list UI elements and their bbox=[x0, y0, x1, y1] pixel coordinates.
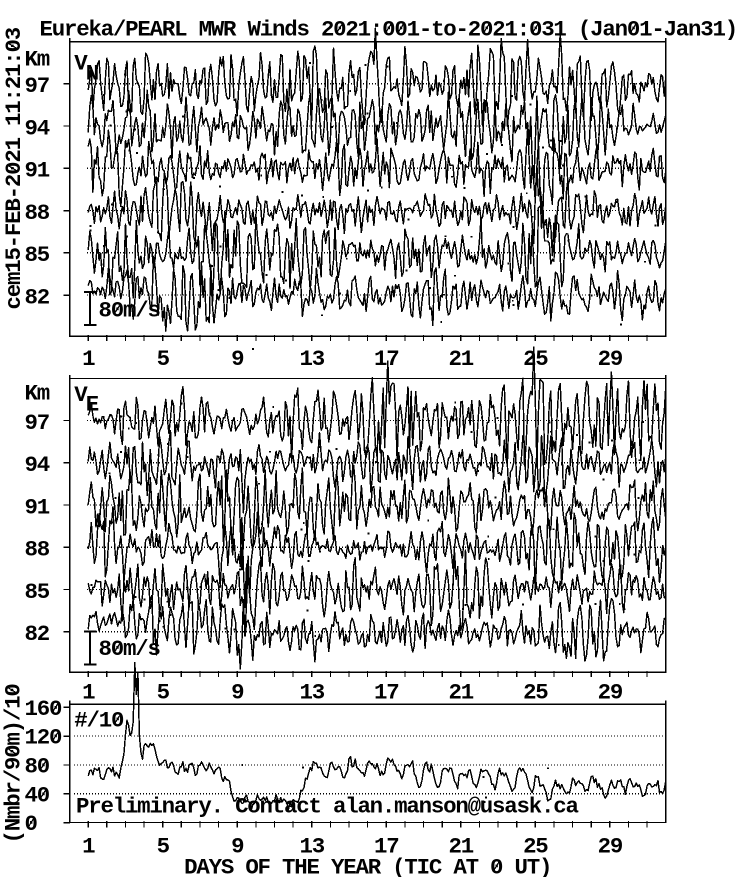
svg-text:N: N bbox=[86, 61, 98, 87]
svg-text:21: 21 bbox=[449, 833, 474, 859]
svg-text:91: 91 bbox=[25, 158, 50, 184]
svg-text:25: 25 bbox=[523, 680, 548, 706]
svg-text:E: E bbox=[86, 392, 99, 418]
svg-text:17: 17 bbox=[374, 680, 398, 706]
svg-text:5: 5 bbox=[157, 346, 170, 372]
svg-text:cem15-FEB-2021 11:21:03: cem15-FEB-2021 11:21:03 bbox=[1, 27, 27, 309]
svg-text:21: 21 bbox=[449, 346, 474, 372]
svg-text:91: 91 bbox=[25, 494, 50, 520]
svg-text:Km: Km bbox=[25, 46, 50, 72]
svg-text:29: 29 bbox=[598, 680, 623, 706]
svg-text:1: 1 bbox=[82, 833, 95, 859]
svg-text:85: 85 bbox=[25, 242, 50, 268]
svg-text:9: 9 bbox=[231, 346, 244, 372]
svg-text:80: 80 bbox=[25, 754, 50, 780]
svg-text:85: 85 bbox=[25, 579, 50, 605]
svg-text:0: 0 bbox=[25, 811, 38, 837]
svg-text:13: 13 bbox=[300, 833, 325, 859]
svg-text:120: 120 bbox=[25, 725, 62, 751]
svg-text:DAYS OF THE YEAR (TIC AT 0 UT): DAYS OF THE YEAR (TIC AT 0 UT) bbox=[184, 854, 551, 877]
svg-text:17: 17 bbox=[374, 346, 398, 372]
svg-text:(Nmbr/90m)/10: (Nmbr/90m)/10 bbox=[1, 684, 27, 844]
svg-text:82: 82 bbox=[25, 284, 50, 310]
svg-text:94: 94 bbox=[25, 115, 50, 141]
svg-text:80m/s: 80m/s bbox=[99, 636, 161, 662]
svg-text:160: 160 bbox=[25, 696, 62, 722]
svg-text:82: 82 bbox=[25, 621, 50, 647]
svg-text:5: 5 bbox=[157, 833, 170, 859]
svg-text:88: 88 bbox=[25, 537, 50, 563]
svg-text:Km: Km bbox=[25, 381, 50, 407]
svg-text:9: 9 bbox=[231, 680, 244, 706]
svg-text:97: 97 bbox=[25, 410, 49, 436]
svg-text:29: 29 bbox=[598, 833, 623, 859]
svg-text:9: 9 bbox=[231, 833, 244, 859]
svg-text:25: 25 bbox=[523, 346, 548, 372]
svg-text:13: 13 bbox=[300, 680, 325, 706]
svg-text:29: 29 bbox=[598, 346, 623, 372]
svg-text:40: 40 bbox=[25, 782, 50, 808]
svg-text:97: 97 bbox=[25, 73, 49, 99]
svg-text:17: 17 bbox=[374, 833, 398, 859]
svg-text:21: 21 bbox=[449, 680, 474, 706]
svg-text:Preliminary. Contact alan.mans: Preliminary. Contact alan.manson@usask.c… bbox=[76, 793, 578, 819]
svg-text:5: 5 bbox=[157, 680, 170, 706]
svg-text:V: V bbox=[74, 51, 88, 77]
svg-text:1: 1 bbox=[82, 680, 95, 706]
svg-text:80m/s: 80m/s bbox=[99, 298, 161, 324]
svg-text:25: 25 bbox=[523, 833, 548, 859]
svg-text:13: 13 bbox=[300, 346, 325, 372]
svg-text:1: 1 bbox=[82, 346, 95, 372]
svg-text:94: 94 bbox=[25, 452, 50, 478]
svg-text:88: 88 bbox=[25, 200, 50, 226]
svg-text:V: V bbox=[74, 382, 88, 408]
